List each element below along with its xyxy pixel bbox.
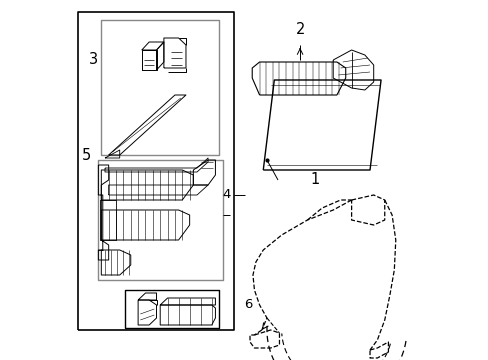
Text: 1: 1 [309,172,319,188]
Text: 4: 4 [222,189,230,202]
Text: 6: 6 [244,298,252,311]
Text: 2: 2 [295,22,304,37]
Text: 3: 3 [89,53,98,68]
Text: 5: 5 [82,148,91,162]
